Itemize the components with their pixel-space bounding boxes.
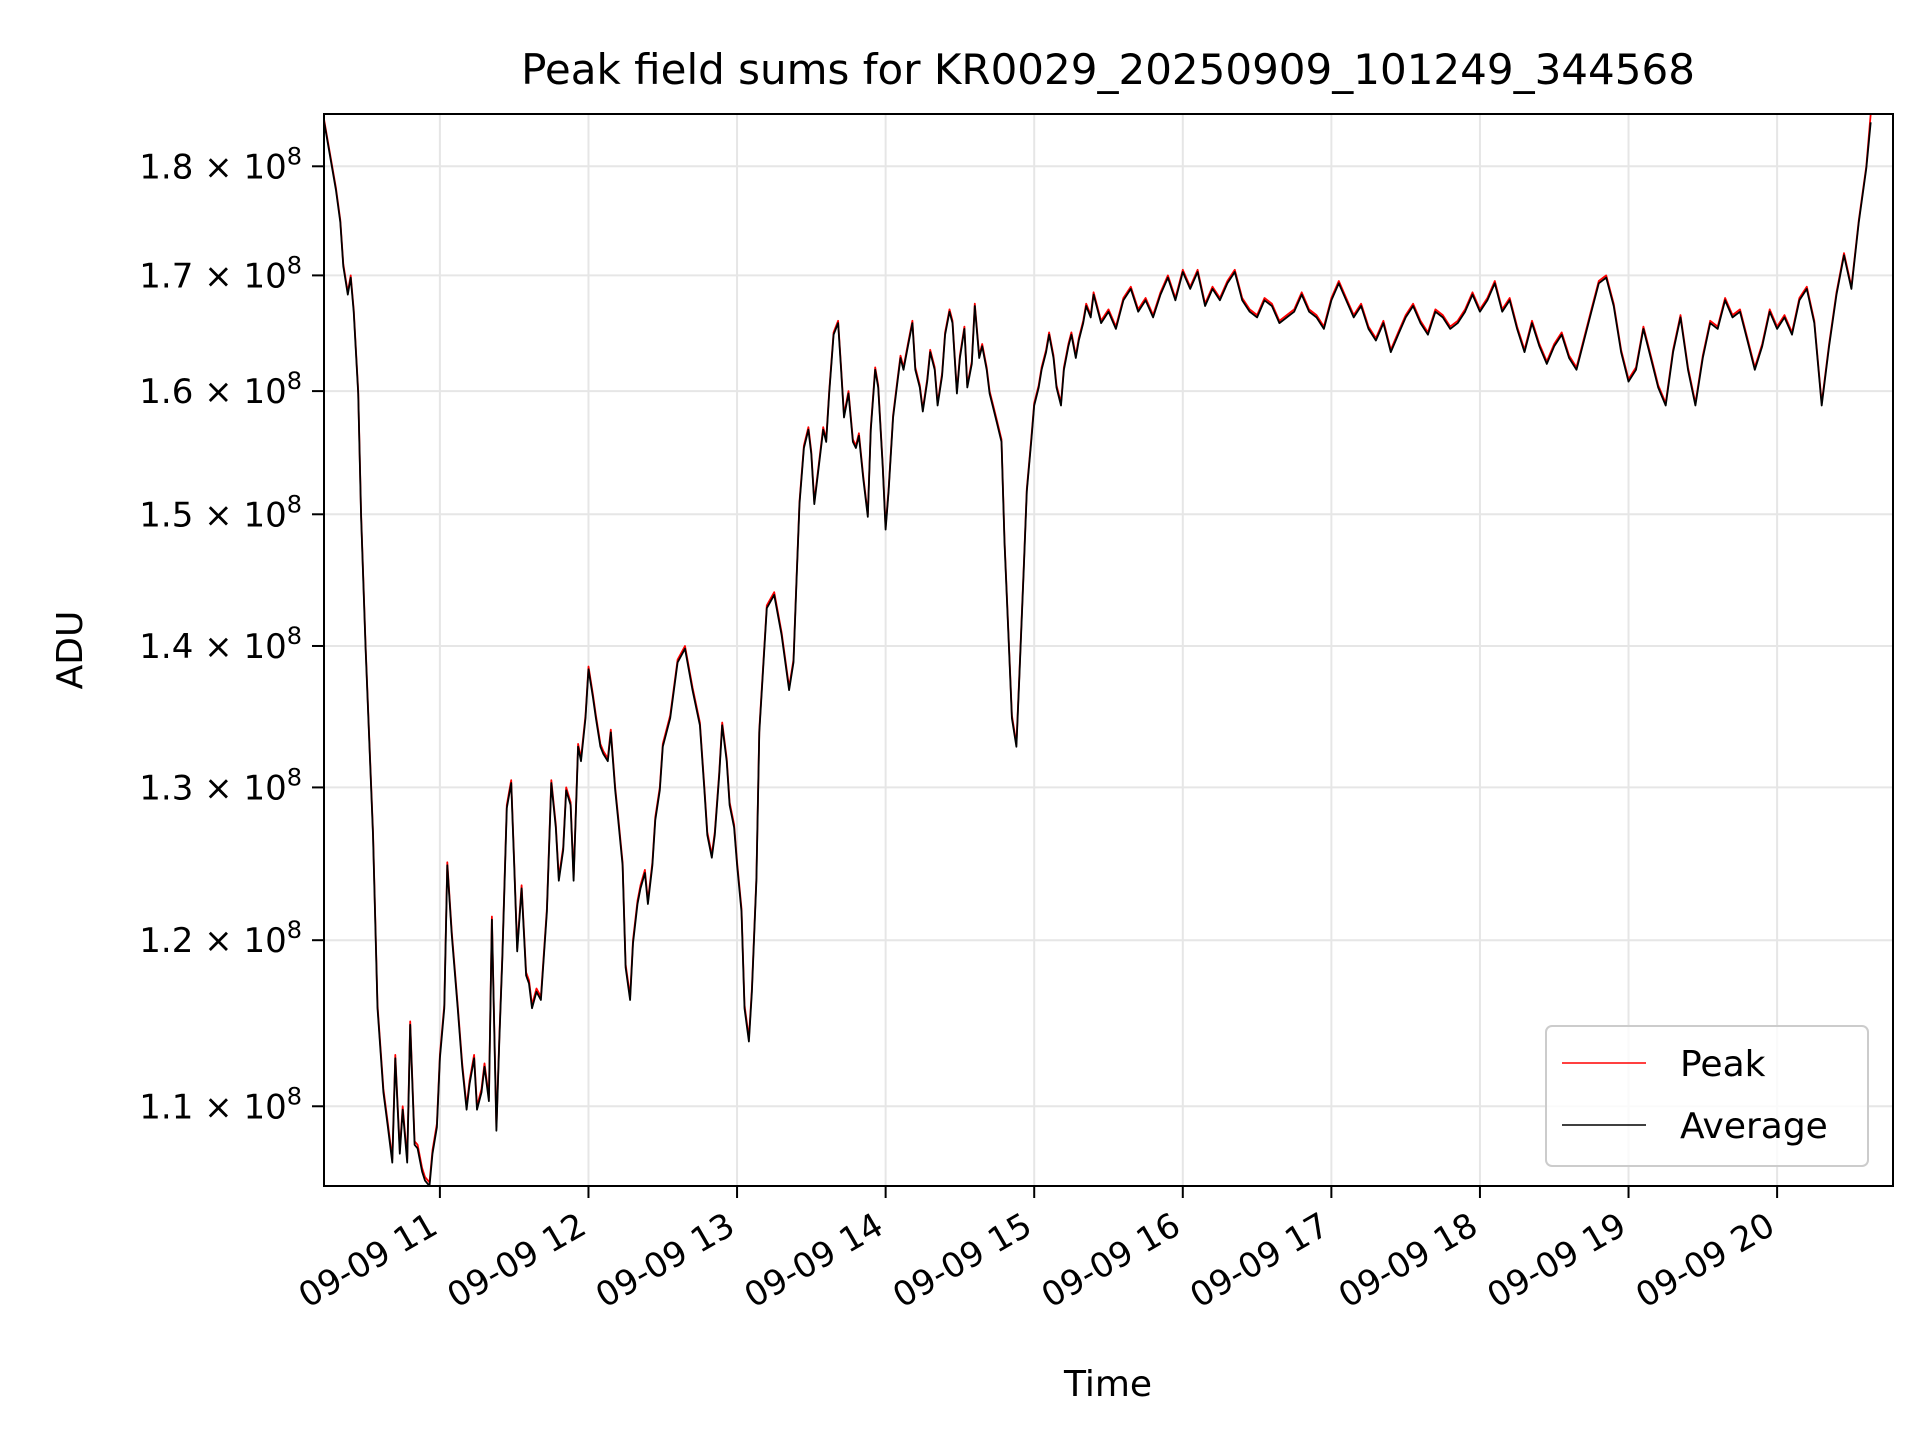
plot-frame — [323, 113, 1894, 1187]
legend-average-label: Average — [1680, 1106, 1828, 1147]
y-tick-label: 1.2 × 108 — [139, 916, 302, 961]
legend-peak-label: Peak — [1680, 1044, 1766, 1085]
chart-title: Peak field sums for KR0029_20250909_1012… — [521, 45, 1695, 94]
plot-lines — [324, 114, 1872, 1186]
y-tick-label: 1.8 × 108 — [139, 142, 302, 187]
y-tick-label: 1.3 × 108 — [139, 763, 302, 808]
x-axis-label: Time — [1063, 1364, 1152, 1405]
average-series-line — [324, 121, 1872, 1186]
legend-frame — [1545, 1025, 1869, 1167]
y-axis-label: ADU — [50, 611, 91, 690]
y-axis: 1.1 × 108 1.2 × 108 1.3 × 108 1.4 × 108 1.5 … — [139, 142, 324, 1127]
y-tick-label: 1.4 × 108 — [139, 622, 302, 667]
y-tick-label: 1.7 × 108 — [139, 251, 302, 296]
y-tick-label: 1.5 × 108 — [139, 490, 302, 535]
y-tick-label: 1.6 × 108 — [139, 367, 302, 412]
legend: Peak Average — [1545, 1025, 1869, 1167]
y-tick-label: 1.1 × 108 — [139, 1082, 302, 1127]
grid — [324, 114, 1893, 1186]
